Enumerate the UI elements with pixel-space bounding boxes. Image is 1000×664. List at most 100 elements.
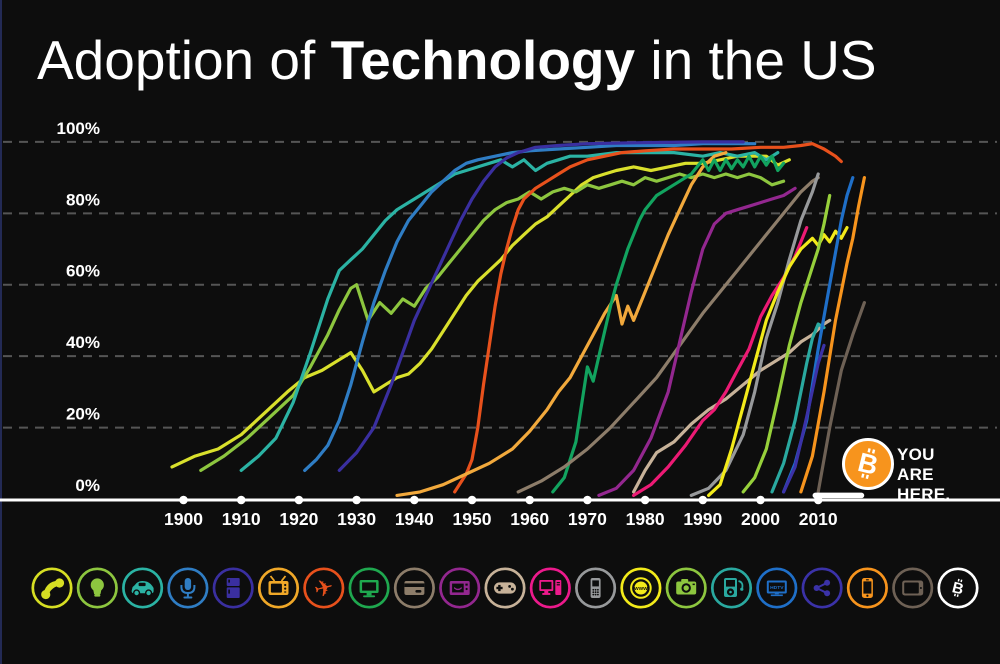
x-tick-dot-1970 [583, 495, 592, 505]
y-axis-label-40: 40% [66, 333, 100, 352]
series-line-microwave [597, 186, 797, 497]
airplane-icon-glyph: ✈ [312, 574, 337, 604]
page-title: Adoption of Technology in the US [37, 28, 987, 92]
microwave-icon [439, 567, 481, 609]
credit-card-icon-ring [393, 567, 435, 609]
hdtv-icon-glyph: HDTV [766, 580, 787, 597]
microwave-icon-ring [439, 567, 481, 609]
x-tick-dot-2010 [813, 495, 823, 505]
microphone-icon [167, 567, 209, 609]
cellphone-icon-ring [575, 567, 617, 609]
airplane-icon: ✈ [303, 567, 345, 609]
refrigerator-icon [212, 567, 254, 609]
x-axis-label-2000: 2000 [741, 509, 780, 529]
title-prefix: Adoption of [37, 29, 331, 91]
color-tv-icon-glyph [359, 580, 379, 598]
x-axis-label-1920: 1920 [279, 509, 318, 529]
you-are-here-badge: B YOU ARE HERE. [840, 436, 950, 504]
x-axis-label-1980: 1980 [626, 509, 665, 529]
smartphone-icon-ring [846, 567, 888, 609]
series-line-digital-camera [741, 193, 832, 494]
svg-text:WWW: WWW [634, 586, 648, 592]
tv-icon-ring [257, 567, 300, 609]
x-tick-dot-1910 [236, 495, 246, 505]
series-line-telephone [170, 154, 791, 469]
refrigerator-icon-glyph [226, 578, 240, 598]
game-controller-icon-ring [484, 567, 526, 609]
x-axis-label-1940: 1940 [395, 509, 434, 529]
share-icon [801, 567, 843, 609]
hdtv-icon-ring [756, 567, 798, 609]
computer-icon [529, 567, 571, 609]
game-controller-icon-glyph [494, 582, 516, 594]
tablet-icon-glyph [902, 580, 924, 596]
x-axis-label-1930: 1930 [337, 509, 376, 529]
share-icon-glyph [813, 579, 831, 597]
color-tv-icon [348, 567, 390, 609]
x-tick-dot-1990 [698, 495, 708, 505]
series-line-computer [632, 226, 809, 497]
tv-icon-glyph [268, 575, 289, 595]
series-line-mp3-player [770, 322, 826, 494]
badge-line2: HERE. [897, 485, 951, 504]
car-icon [122, 567, 164, 609]
tv-icon [257, 567, 300, 609]
svg-text:B: B [950, 579, 965, 598]
airplane-icon-ring [303, 567, 345, 609]
x-tick-dot-1960 [525, 495, 534, 505]
mp3-player-icon-ring [710, 567, 753, 609]
bitcoin-icon-ring [937, 567, 979, 609]
computer-icon-ring [529, 567, 571, 609]
series-line-television [453, 142, 843, 494]
x-axis-label-1970: 1970 [568, 509, 607, 529]
telephone-icon-glyph [41, 578, 65, 600]
x-axis-label-1960: 1960 [510, 509, 549, 529]
cellphone-icon [575, 567, 617, 609]
mp3-player-icon-glyph [724, 578, 744, 597]
x-tick-dot-1980 [640, 495, 650, 505]
car-icon-glyph [131, 581, 154, 597]
series-line-internet [707, 226, 849, 497]
smartphone-icon-glyph [861, 578, 873, 598]
lightbulb-icon-ring [76, 567, 118, 609]
www-icon-glyph: WWW [630, 577, 652, 599]
hdtv-icon: HDTV [756, 567, 798, 609]
y-axis-label-60: 60% [66, 262, 100, 281]
series-line-color-tv [551, 154, 786, 494]
series-line-social-media [782, 343, 826, 494]
series-line-refrigerator [337, 140, 745, 472]
computer-icon-glyph [539, 580, 562, 595]
telephone-icon [31, 567, 73, 609]
series-line-credit-card [516, 176, 820, 494]
x-tick-dot-1930 [352, 495, 361, 505]
bitcoin-icon-glyph: B [950, 578, 965, 598]
cellphone-icon-glyph [590, 578, 601, 598]
car-icon-ring [122, 567, 164, 609]
credit-card-icon [393, 567, 435, 609]
series-line-air-travel [395, 151, 728, 497]
x-axis-label-1900: 1900 [164, 509, 203, 529]
series-line-radio [303, 142, 757, 472]
y-axis-label-0: 0% [75, 476, 100, 495]
bitcoin-badge-disc: B [842, 438, 894, 490]
color-tv-icon-ring [348, 567, 390, 609]
series-line-cellphone [689, 172, 820, 497]
www-icon-ring [620, 567, 662, 609]
x-tick-dot-2000 [756, 495, 765, 505]
camera-icon-glyph [676, 579, 697, 595]
x-tick-dot-1920 [294, 495, 304, 505]
mp3-player-icon [710, 567, 753, 609]
game-controller-icon [484, 567, 526, 609]
badge-circle [842, 438, 894, 490]
microphone-icon-glyph [180, 578, 196, 599]
bitcoin-badge-icon: B [842, 438, 894, 490]
telephone-icon-ring [31, 567, 73, 609]
y-axis-label-100: 100% [57, 119, 100, 138]
microphone-icon-ring [167, 567, 209, 609]
series-line-automobile [239, 151, 780, 472]
lightbulb-icon-glyph [90, 578, 104, 597]
share-icon-ring [801, 567, 843, 609]
x-axis-label-1950: 1950 [453, 509, 492, 529]
